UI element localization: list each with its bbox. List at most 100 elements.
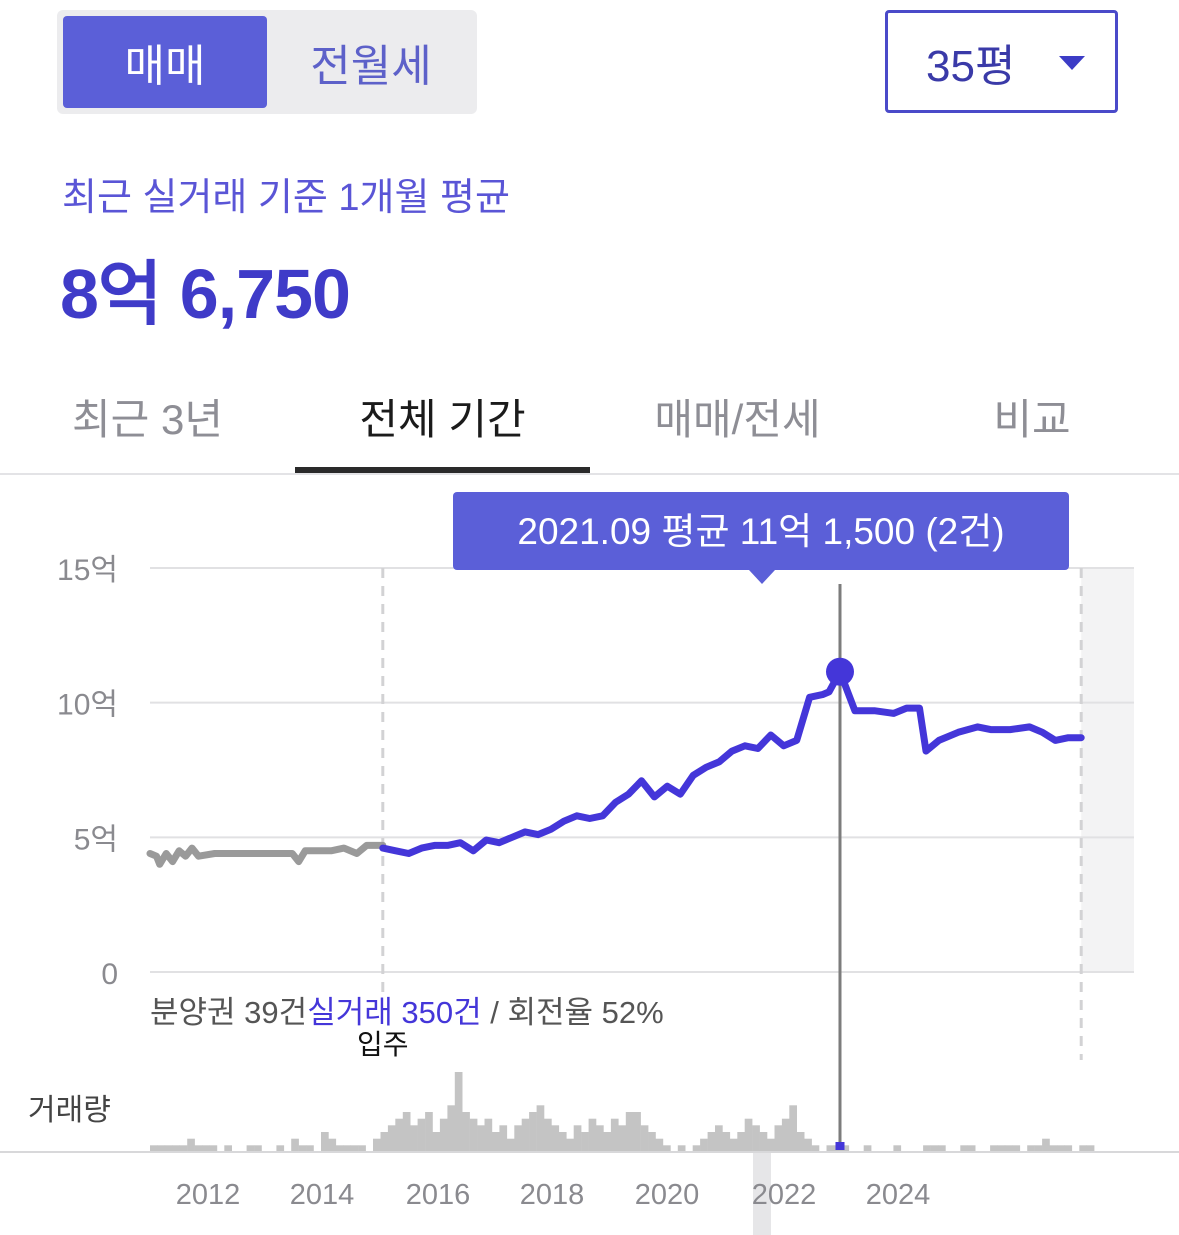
volume-bar xyxy=(432,1132,441,1152)
volume-bar xyxy=(811,1145,820,1152)
volume-bar xyxy=(603,1132,612,1152)
volume-bar xyxy=(774,1125,783,1152)
cursor-point xyxy=(825,657,854,686)
volume-bar xyxy=(410,1125,418,1152)
size-value: 35평 xyxy=(926,41,1016,91)
volume-bar xyxy=(425,1112,433,1152)
volume-bar xyxy=(1042,1138,1050,1152)
volume-bar xyxy=(841,1145,850,1152)
volume-bar xyxy=(477,1125,485,1152)
volume-bar xyxy=(923,1145,931,1152)
volume-bar xyxy=(677,1145,686,1152)
y-tick-label: 0 xyxy=(101,958,118,991)
volume-bar xyxy=(997,1145,1006,1152)
volume-bar xyxy=(729,1138,738,1152)
move-in-label: 입주 xyxy=(357,1029,409,1060)
x-tick-label: 2020 xyxy=(635,1179,700,1211)
forecast-area xyxy=(1081,568,1134,972)
tab-recent-3y[interactable]: 최근 3년 xyxy=(72,396,223,443)
volume-bar xyxy=(633,1112,641,1152)
y-tick-label: 5억 xyxy=(74,823,118,856)
volume-bars xyxy=(150,1072,1095,1152)
volume-bar xyxy=(581,1132,589,1152)
y-tick-label: 15억 xyxy=(57,554,118,587)
volume-bar xyxy=(826,1145,835,1152)
size-dropdown[interactable]: 35평 xyxy=(885,10,1118,113)
volume-bar xyxy=(454,1072,463,1152)
x-tick-label: 2012 xyxy=(176,1179,241,1211)
volume-bar xyxy=(930,1145,939,1152)
volume-bar xyxy=(744,1118,753,1152)
volume-bar xyxy=(1064,1145,1073,1152)
volume-bar xyxy=(469,1118,478,1152)
volume-bar xyxy=(1057,1145,1065,1152)
volume-bar xyxy=(1012,1145,1021,1152)
volume-bar xyxy=(462,1112,470,1152)
volume-bar xyxy=(1027,1145,1035,1152)
volume-bar xyxy=(536,1105,545,1152)
volume-bar xyxy=(938,1145,946,1152)
tab-all-period[interactable]: 전체 기간 xyxy=(359,396,526,443)
volume-bar xyxy=(350,1145,359,1152)
volume-bar xyxy=(179,1145,188,1152)
volume-label: 거래량 xyxy=(28,1094,111,1127)
x-axis-ticks: 2012 2014 2016 2018 2020 2022 2024 xyxy=(176,1179,931,1211)
caret-down-icon xyxy=(1059,56,1085,70)
cursor-volume-marker xyxy=(835,1142,845,1150)
rent-tab-button[interactable]: 전월세 xyxy=(310,42,432,91)
volume-bar xyxy=(447,1105,456,1152)
turnover-rate: / 회전율 52% xyxy=(482,995,664,1030)
volume-bar xyxy=(990,1145,998,1152)
volume-bar xyxy=(618,1125,626,1152)
presale-count: 분양권 39건 xyxy=(150,995,307,1030)
volume-bar xyxy=(246,1145,255,1152)
x-tick-label: 2018 xyxy=(520,1179,585,1211)
volume-bar xyxy=(150,1145,158,1152)
tab-sale-jeonse[interactable]: 매매/전세 xyxy=(654,396,821,443)
volume-bar xyxy=(335,1145,344,1152)
volume-bar xyxy=(164,1145,173,1152)
volume-bar xyxy=(737,1132,745,1152)
volume-bar xyxy=(254,1145,262,1152)
tab-compare[interactable]: 비교 xyxy=(993,396,1071,443)
volume-bar xyxy=(789,1105,797,1152)
sale-tab-button[interactable]: 매매 xyxy=(63,16,267,108)
tooltip: 2021.09 평균 11억 1,500 (2건) xyxy=(453,492,1069,584)
average-label: 최근 실거래 기준 1개월 평균 xyxy=(62,177,510,219)
volume-bar xyxy=(506,1138,515,1152)
x-tick-label: 2014 xyxy=(290,1179,355,1211)
volume-bar xyxy=(960,1145,968,1152)
volume-bar xyxy=(707,1132,716,1152)
deal-type-toggle: 매매 전월세 xyxy=(57,10,477,114)
volume-bar xyxy=(610,1118,619,1152)
volume-bar xyxy=(298,1145,307,1152)
active-tab-indicator xyxy=(295,467,590,473)
volume-bar xyxy=(558,1132,567,1152)
volume-bar xyxy=(514,1125,522,1152)
volume-bar xyxy=(395,1118,403,1152)
period-tabs: 최근 3년 전체 기간 매매/전세 비교 xyxy=(0,360,1179,475)
volume-bar xyxy=(439,1118,448,1152)
tooltip-text: 2021.09 평균 11억 1,500 (2건) xyxy=(517,511,1004,552)
volume-bar xyxy=(291,1138,299,1152)
volume-bar xyxy=(521,1118,530,1152)
volume-bar xyxy=(700,1138,708,1152)
volume-bar xyxy=(796,1132,805,1152)
volume-bar xyxy=(759,1132,768,1152)
volume-bar xyxy=(402,1112,411,1152)
volume-bar xyxy=(1004,1145,1013,1152)
volume-bar xyxy=(625,1112,634,1152)
volume-bar xyxy=(187,1138,195,1152)
volume-bar xyxy=(715,1125,723,1152)
volume-bar xyxy=(804,1138,812,1152)
volume-bar xyxy=(194,1145,203,1152)
presale-price-line xyxy=(146,841,387,868)
volume-bar xyxy=(566,1138,574,1152)
volume-bar xyxy=(417,1118,426,1152)
deal-price-line xyxy=(379,668,1085,857)
average-price: 8억 6,750 xyxy=(60,255,351,333)
volume-bar xyxy=(596,1125,604,1152)
volume-bar xyxy=(573,1125,582,1152)
volume-bar xyxy=(544,1118,552,1152)
